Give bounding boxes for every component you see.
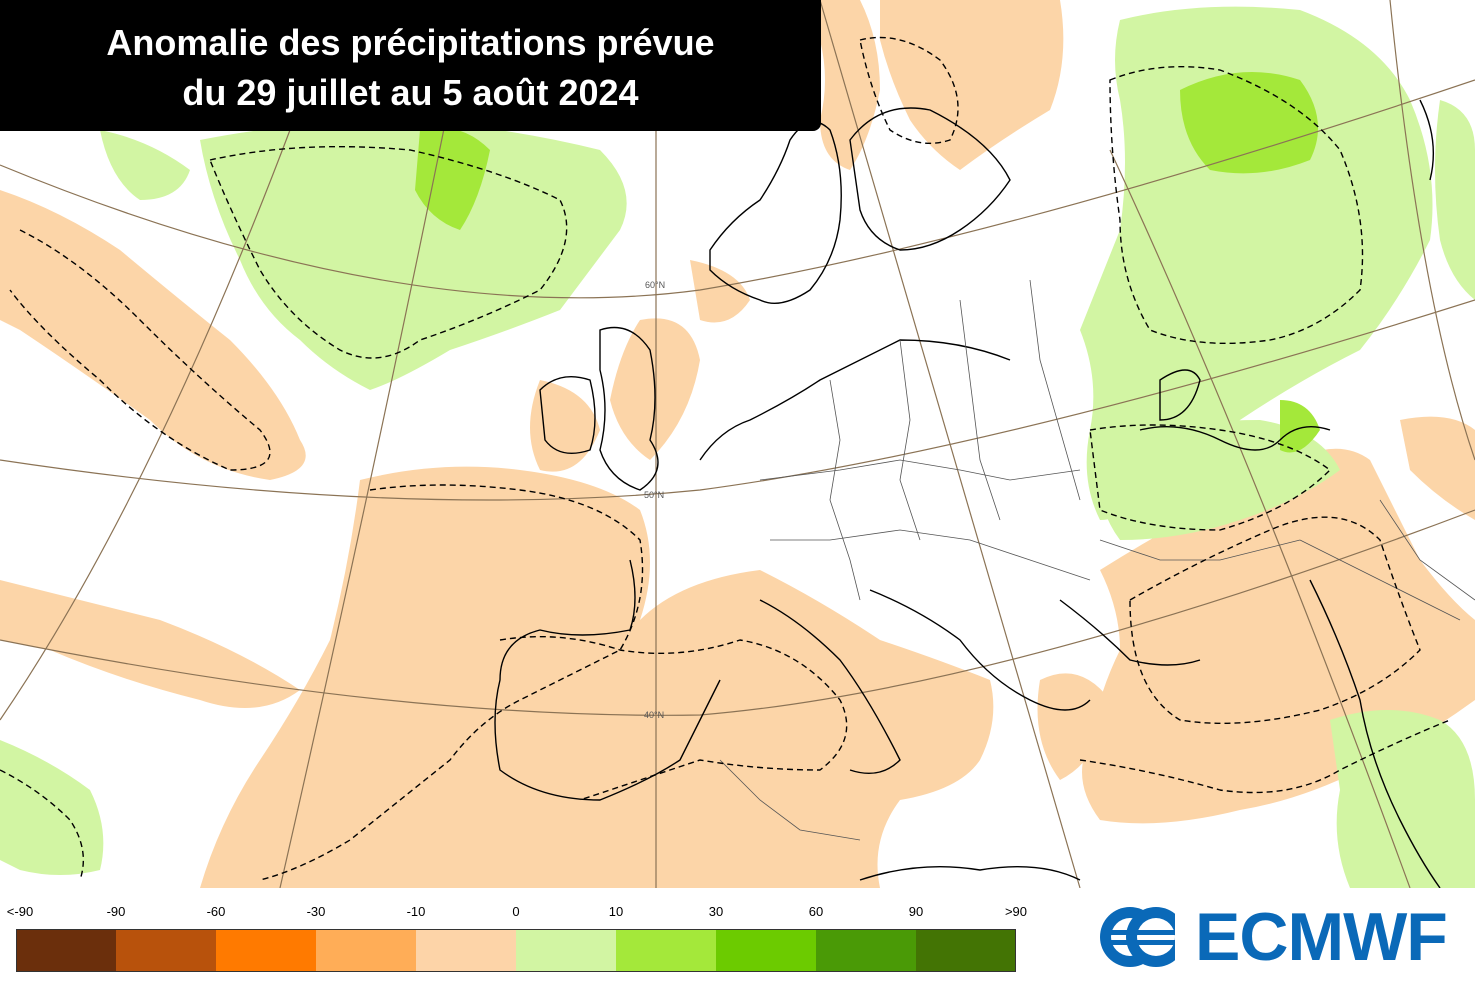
legend-swatch: [16, 929, 116, 972]
very-wet-anomaly-areas: [415, 72, 1320, 453]
legend-label: -60: [206, 904, 226, 919]
legend-swatch: [616, 929, 716, 972]
legend-label: -30: [306, 904, 326, 919]
anomaly-map: 60°N 50°N 40°N: [0, 0, 1475, 888]
legend-label: -90: [106, 904, 126, 919]
graticule-labels: 60°N 50°N 40°N: [644, 280, 665, 720]
legend-label: >90: [1004, 904, 1028, 919]
ecmwf-logo-text: ECMWF: [1195, 899, 1448, 975]
ecmwf-logo-icon: [1100, 907, 1191, 967]
coastlines: [494, 99, 1441, 888]
dashed-contours: [0, 36, 1451, 881]
legend-label: -10: [406, 904, 426, 919]
latitude-label-60: 60°N: [645, 280, 665, 290]
legend-label: 90: [908, 904, 924, 919]
legend-swatch: [716, 929, 816, 972]
map-title: Anomalie des précipitations prévue du 29…: [0, 0, 821, 131]
legend-swatch: [116, 929, 216, 972]
legend-swatch: [216, 929, 316, 972]
legend-swatch: [816, 929, 916, 972]
legend-label: 10: [608, 904, 624, 919]
ecmwf-logo: ECMWF: [1045, 888, 1475, 986]
latitude-label-50: 50°N: [644, 490, 664, 500]
country-borders: [719, 279, 1475, 841]
latitude-label-40: 40°N: [644, 710, 664, 720]
color-legend: <-90 -90 -60 -30 -10 0 10 30 60 90 >90: [0, 888, 1045, 986]
legend-swatch: [916, 929, 1016, 972]
legend-label: 60: [808, 904, 824, 919]
legend-swatch: [416, 929, 516, 972]
legend-label: <-90: [6, 904, 34, 919]
title-line-1: Anomalie des précipitations prévue: [106, 22, 715, 63]
legend-label: 30: [708, 904, 724, 919]
legend-swatch: [516, 929, 616, 972]
legend-label: 0: [512, 904, 520, 919]
wet-anomaly-areas: [0, 6, 1475, 888]
legend-swatch: [316, 929, 416, 972]
title-line-2: du 29 juillet au 5 août 2024: [182, 72, 639, 113]
